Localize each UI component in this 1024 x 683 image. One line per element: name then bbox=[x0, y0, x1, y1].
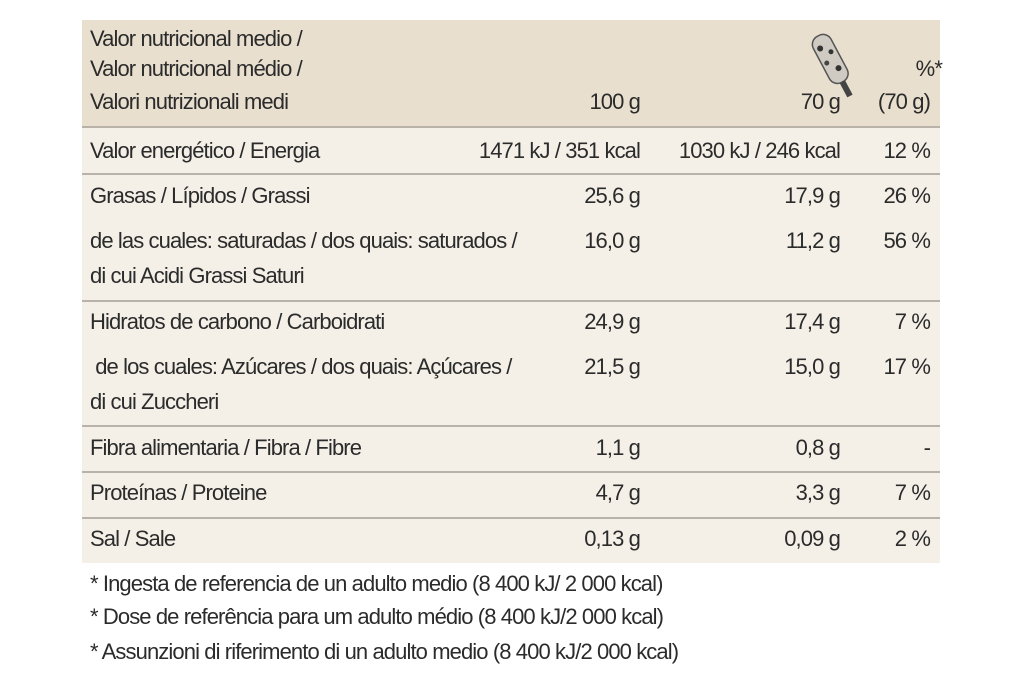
value-100g: 24,9 g bbox=[584, 309, 641, 334]
value-100g: 25,6 g bbox=[584, 183, 641, 208]
footnote: * Assunzioni di riferimento di un adulto… bbox=[90, 639, 679, 664]
row-separator bbox=[82, 173, 940, 175]
value-pct: 12 % bbox=[883, 138, 930, 163]
value-pct: 56 % bbox=[883, 228, 930, 253]
row-label: Valor energético / Energia bbox=[90, 138, 320, 163]
value-portion: 0,09 g bbox=[784, 526, 841, 551]
header-col-100: 100 g bbox=[589, 89, 640, 114]
table-background bbox=[82, 127, 940, 563]
value-100g: 16,0 g bbox=[584, 228, 641, 253]
value-portion: 17,9 g bbox=[784, 183, 841, 208]
row-label: Sal / Sale bbox=[90, 526, 176, 551]
value-100g: 1,1 g bbox=[595, 435, 641, 460]
value-100g: 4,7 g bbox=[595, 480, 641, 505]
ice-cream-icon bbox=[811, 33, 853, 98]
value-pct: 26 % bbox=[883, 183, 930, 208]
row-separator bbox=[82, 425, 940, 427]
row-label: de las cuales: saturadas / dos quais: sa… bbox=[90, 228, 518, 253]
value-pct: 17 % bbox=[883, 354, 930, 379]
footnote: * Ingesta de referencia de un adulto med… bbox=[90, 571, 663, 596]
row-separator bbox=[82, 517, 940, 519]
value-pct: - bbox=[923, 435, 931, 460]
row-label: Proteínas / Proteine bbox=[90, 480, 267, 505]
value-portion: 1030 kJ / 246 kcal bbox=[678, 138, 841, 163]
header-col-pct: (70 g) bbox=[877, 89, 931, 114]
row-separator bbox=[82, 126, 940, 128]
footnote: * Dose de referência para um adulto médi… bbox=[90, 604, 664, 629]
header-label: Valori nutrizionali medi bbox=[90, 89, 289, 114]
value-portion: 0,8 g bbox=[795, 435, 841, 460]
value-portion: 11,2 g bbox=[785, 228, 841, 253]
row-label: Grasas / Lípidos / Grassi bbox=[90, 183, 310, 208]
row-label: di cui Zuccheri bbox=[90, 389, 219, 414]
value-100g: 0,13 g bbox=[584, 526, 641, 551]
header-background bbox=[82, 20, 940, 127]
value-100g: 1471 kJ / 351 kcal bbox=[478, 138, 641, 163]
value-pct: 2 % bbox=[894, 526, 931, 551]
value-pct: 7 % bbox=[894, 309, 931, 334]
value-portion: 17,4 g bbox=[784, 309, 841, 334]
value-portion: 15,0 g bbox=[784, 354, 841, 379]
header-col-pct: %* bbox=[915, 56, 943, 81]
header-col-portion: 70 g bbox=[800, 89, 841, 114]
row-separator bbox=[82, 471, 940, 473]
row-separator bbox=[82, 300, 940, 302]
row-label: di cui Acidi Grassi Saturi bbox=[90, 263, 305, 288]
row-label: Hidratos de carbono / Carboidrati bbox=[90, 309, 385, 334]
value-pct: 7 % bbox=[894, 480, 931, 505]
value-portion: 3,3 g bbox=[795, 480, 841, 505]
header-label: Valor nutricional médio / bbox=[90, 56, 303, 81]
header-label: Valor nutricional medio / bbox=[90, 26, 303, 51]
value-100g: 21,5 g bbox=[584, 354, 641, 379]
row-label: Fibra alimentaria / Fibra / Fibre bbox=[90, 435, 362, 460]
row-label: de los cuales: Azúcares / dos quais: Açú… bbox=[90, 354, 512, 379]
